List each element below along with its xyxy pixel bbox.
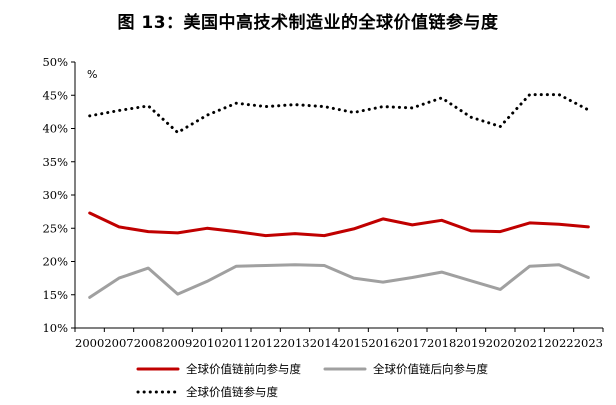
- y-tick-label: 20%: [42, 255, 68, 269]
- x-tick-label: 2009: [163, 336, 192, 350]
- x-tick-label: 2017: [398, 336, 427, 350]
- x-tick-label: 2007: [104, 336, 133, 350]
- x-tick-label: 2013: [280, 336, 309, 350]
- y-tick-label: 10%: [42, 321, 68, 335]
- legend-label: 全球价值链后向参与度: [373, 362, 488, 376]
- x-tick-label: 2000: [75, 336, 104, 350]
- y-tick-label: 35%: [42, 155, 68, 169]
- series-line-3: [88, 93, 590, 134]
- series-line-2: [88, 263, 590, 299]
- chart-title: 图 13：美国中高技术制造业的全球价值链参与度: [117, 13, 499, 33]
- chart-series: [88, 93, 590, 299]
- x-tick-label: 2010: [192, 336, 221, 350]
- x-tick-label: 2012: [251, 336, 280, 350]
- x-tick-label: 2015: [339, 336, 368, 350]
- unit-label: %: [87, 68, 97, 81]
- x-tick-label: 2022: [544, 336, 573, 350]
- y-tick-label: 30%: [42, 188, 68, 202]
- x-tick-label: 2018: [427, 336, 456, 350]
- x-tick-label: 2023: [574, 336, 603, 350]
- y-tick-label: 50%: [42, 55, 68, 69]
- x-tick-label: 2019: [456, 336, 485, 350]
- x-tick-label: 2016: [368, 336, 397, 350]
- x-tick-label: 2008: [134, 336, 163, 350]
- y-tick-label: 25%: [42, 221, 68, 235]
- legend-label: 全球价值链参与度: [186, 385, 278, 399]
- legend-label: 全球价值链前向参与度: [186, 362, 301, 376]
- y-tick-label: 40%: [42, 122, 68, 136]
- y-tick-label: 45%: [42, 88, 68, 102]
- series-line-1: [88, 211, 590, 238]
- chart-axes: 10% 15% 20% 25% 30% 35% 40% 45% 50%% 2000 2007 2008…: [42, 55, 604, 350]
- y-tick-label: 15%: [42, 288, 68, 302]
- x-tick-label: 2021: [515, 336, 544, 350]
- x-tick-label: 2011: [222, 336, 251, 350]
- x-tick-label: 2014: [310, 336, 339, 350]
- x-tick-label: 2020: [486, 336, 515, 350]
